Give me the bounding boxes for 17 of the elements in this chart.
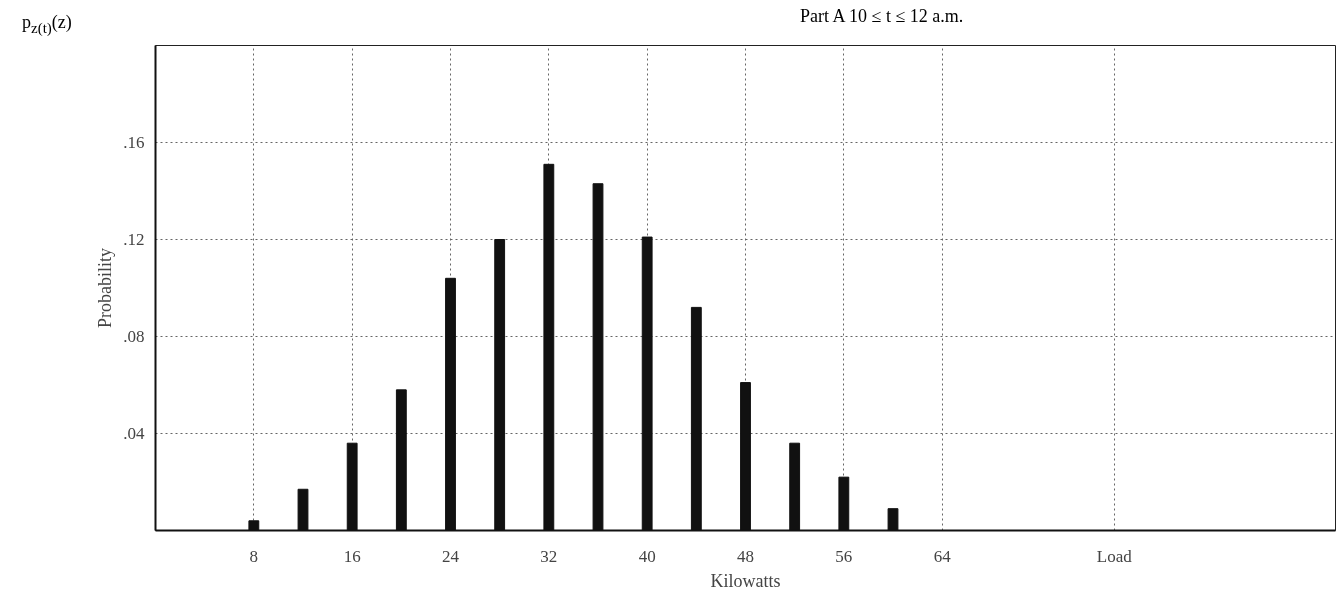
x-tick-label: 16 [343,546,361,566]
x-tick-label: 24 [442,546,460,566]
y-tick-label: .04 [123,424,145,443]
text: p$_{z(t)}$(z) [22,11,72,38]
x-axis-title: Kilowatts [710,570,781,591]
y-tick-label: .08 [123,327,145,346]
chart-title: Part A 10 ≤ t ≤ 12 a.m. [800,5,964,28]
x-tick-label: Load [1096,546,1133,566]
x-tick-label: 40 [638,546,656,566]
y-tick-label: .16 [123,133,145,152]
x-tick-label: 64 [933,546,952,566]
x-tick-label: 48 [737,546,754,566]
x-tick-label: 8 [249,546,259,566]
y-axis-title: Probability [95,248,116,328]
x-tick-label: 32 [540,546,558,566]
x-tick-label: 56 [835,546,853,566]
y-tick-label: .12 [123,230,145,249]
